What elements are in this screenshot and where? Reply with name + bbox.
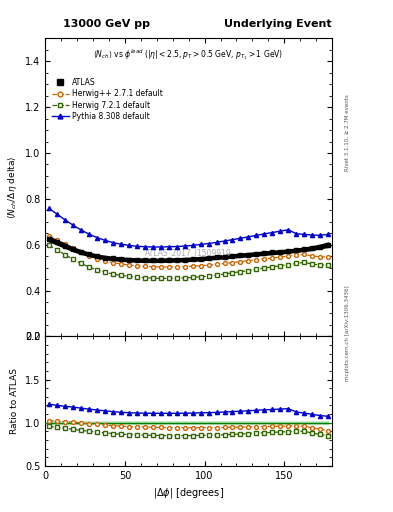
Text: $\langle N_{ch}\rangle$ vs $\phi^{lead}$ ($|\eta| < 2.5, p_T > 0.5$ GeV, $p_{T_1: $\langle N_{ch}\rangle$ vs $\phi^{lead}$… [94,47,284,62]
X-axis label: $|\Delta\phi|$ [degrees]: $|\Delta\phi|$ [degrees] [153,486,224,500]
Text: mcplots.cern.ch [arXiv:1306.3436]: mcplots.cern.ch [arXiv:1306.3436] [345,285,350,380]
Y-axis label: $\langle N_{ch} / \Delta\eta\ \mathrm{delta}\rangle$: $\langle N_{ch} / \Delta\eta\ \mathrm{de… [6,156,19,219]
Text: Rivet 3.1.10, ≥ 2.7M events: Rivet 3.1.10, ≥ 2.7M events [345,95,350,172]
Y-axis label: Ratio to ATLAS: Ratio to ATLAS [10,368,19,434]
Text: ATLAS_2017_I1509919: ATLAS_2017_I1509919 [145,248,232,258]
Text: 13000 GeV pp: 13000 GeV pp [63,18,150,29]
Text: Underlying Event: Underlying Event [224,18,332,29]
Legend: ATLAS, Herwig++ 2.7.1 default, Herwig 7.2.1 default, Pythia 8.308 default: ATLAS, Herwig++ 2.7.1 default, Herwig 7.… [52,78,163,121]
